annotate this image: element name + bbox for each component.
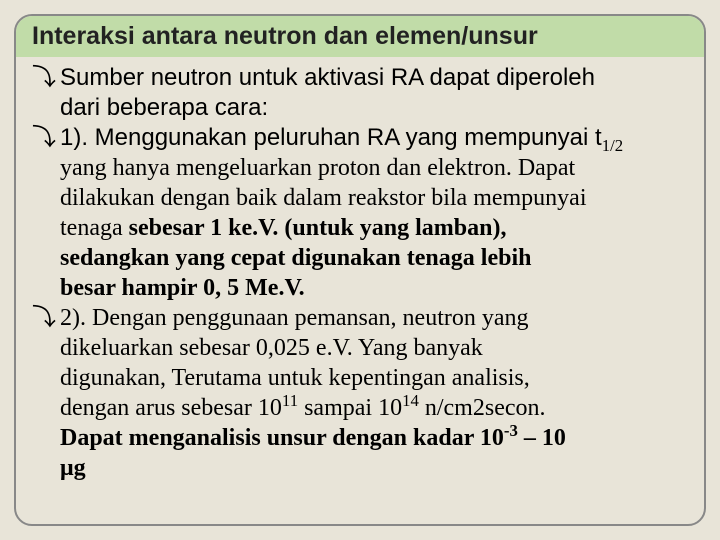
bullet-2-l5: sedangkan yang cepat digunakan tenaga le… xyxy=(32,243,688,273)
slide-title: Interaksi antara neutron dan elemen/unsu… xyxy=(16,16,704,57)
bullet-icon: ⤵ xyxy=(32,123,56,153)
mu-symbol: μ xyxy=(60,455,74,481)
bullet-3: ⤵ 2). Dengan penggunaan pemansan, neutro… xyxy=(32,303,688,333)
bullet-3-l2: dikeluarkan sebesar 0,025 e.V. Yang bany… xyxy=(32,333,688,363)
bullet-2: ⤵ 1). Menggunakan peluruhan RA yang memp… xyxy=(32,123,688,153)
text-span: dengan arus sebesar 10 xyxy=(60,395,282,421)
bullet-3-l6: μg xyxy=(32,453,688,483)
superscript: 14 xyxy=(402,391,419,410)
bullet-2-l3: dilakukan dengan baik dalam reakstor bil… xyxy=(32,183,688,213)
text-span: sampai 10 xyxy=(298,395,402,421)
slide-frame: Interaksi antara neutron dan elemen/unsu… xyxy=(14,14,706,526)
text-span: 1). Menggunakan peluruhan RA yang mempun… xyxy=(60,124,602,151)
subscript: 1/2 xyxy=(602,136,623,155)
text-span: tenaga xyxy=(60,215,129,241)
bullet-3-text: 2). Dengan penggunaan pemansan, neutron … xyxy=(60,303,529,333)
bold-span: sebesar 1 ke.V. (untuk yang lamban), xyxy=(129,215,507,241)
bold-span: – 10 xyxy=(518,425,566,451)
bold-span: Dapat menganalisis unsur dengan kadar 10 xyxy=(60,425,504,451)
bullet-1: ⤵ Sumber neutron untuk aktivasi RA dapat… xyxy=(32,63,688,93)
bullet-2-text: 1). Menggunakan peluruhan RA yang mempun… xyxy=(60,123,623,153)
text-span: g xyxy=(74,455,86,481)
bullet-2-l6: besar hampir 0, 5 Me.V. xyxy=(32,273,688,303)
superscript: -3 xyxy=(504,421,518,440)
bullet-icon: ⤵ xyxy=(32,63,56,93)
bullet-2-l2: yang hanya mengeluarkan proton dan elekt… xyxy=(32,153,688,183)
bullet-3-l4: dengan arus sebesar 1011 sampai 1014 n/c… xyxy=(32,393,688,423)
bullet-icon: ⤵ xyxy=(32,303,56,333)
bullet-1-text: Sumber neutron untuk aktivasi RA dapat d… xyxy=(60,63,595,93)
bullet-1-cont: dari beberapa cara: xyxy=(32,93,688,123)
bullet-3-l3: digunakan, Terutama untuk kepentingan an… xyxy=(32,363,688,393)
bullet-3-l5: Dapat menganalisis unsur dengan kadar 10… xyxy=(32,423,688,453)
bullet-2-l4: tenaga sebesar 1 ke.V. (untuk yang lamba… xyxy=(32,213,688,243)
slide-content: ⤵ Sumber neutron untuk aktivasi RA dapat… xyxy=(16,57,704,524)
text-span: n/cm2secon. xyxy=(419,395,546,421)
superscript: 11 xyxy=(282,391,298,410)
